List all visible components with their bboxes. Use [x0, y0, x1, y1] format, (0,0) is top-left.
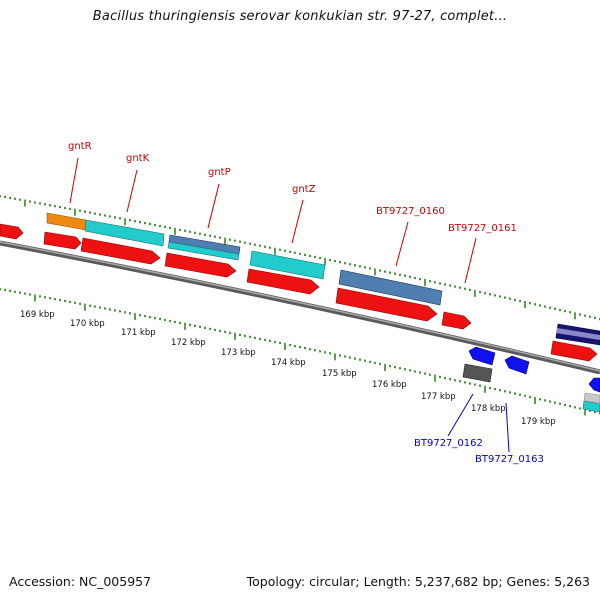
accession-label: Accession: NC_005957 [9, 574, 152, 589]
kbp-label: 176 kbp [372, 380, 407, 390]
kbp-label: 171 kbp [121, 328, 156, 338]
outer-tick-ring [0, 195, 600, 321]
gene-label-bt0163[interactable]: BT9727_0163 [475, 454, 544, 465]
gene-gntR-feature[interactable] [46, 212, 87, 231]
gene-bt0161-cds[interactable] [441, 311, 472, 330]
edge-feature-lavender[interactable] [556, 328, 600, 340]
gene-labels: gntR gntK gntP gntZ BT9727_0160 BT9727_0… [68, 141, 544, 465]
kbp-label: 177 kbp [421, 392, 456, 402]
gene-gntK-feature[interactable] [84, 219, 165, 247]
genome-summary: Topology: circular; Length: 5,237,682 bp… [246, 574, 590, 589]
edge-feature-gray[interactable] [583, 392, 600, 404]
label-leaders [69, 157, 510, 453]
gene-bt0162-cds[interactable] [468, 346, 496, 366]
gene-label-bt0160[interactable]: BT9727_0160 [376, 206, 445, 217]
gene-gntR-cds[interactable] [43, 231, 82, 250]
kbp-label: 179 kbp [521, 417, 556, 427]
feature-track [0, 212, 600, 413]
gene-label-bt0162[interactable]: BT9727_0162 [414, 438, 483, 449]
gene-label-bt0161[interactable]: BT9727_0161 [448, 223, 517, 234]
kbp-scale: 169 kbp 170 kbp 171 kbp 172 kbp 173 kbp … [20, 310, 556, 427]
kbp-label: 175 kbp [322, 369, 357, 379]
gene-label-gntR[interactable]: gntR [68, 141, 92, 152]
inner-tick-ring [0, 288, 600, 416]
kbp-label: 170 kbp [70, 319, 105, 329]
gene-label-gntK[interactable]: gntK [126, 153, 150, 164]
gene-gntZ-feature[interactable] [249, 250, 326, 280]
map-title: Bacillus thuringiensis serovar konkukian… [92, 9, 508, 24]
kbp-label: 169 kbp [20, 310, 55, 320]
gene-gntK-cds[interactable] [80, 237, 161, 265]
edge-feature-teal[interactable] [582, 400, 600, 413]
gene-gntZ-cds[interactable] [246, 268, 320, 295]
gene-gntP-cds[interactable] [164, 252, 237, 278]
gene-label-gntZ[interactable]: gntZ [292, 184, 316, 195]
genome-backbone [0, 240, 600, 375]
kbp-label: 178 kbp [471, 404, 506, 414]
cds-arrow[interactable] [0, 223, 24, 240]
gene-bt0160-cds[interactable] [335, 287, 438, 322]
gene-gntP-feature-2[interactable] [167, 241, 240, 261]
gene-bt0163-cds[interactable] [504, 355, 530, 375]
edge-cds-blue[interactable] [588, 377, 600, 393]
edge-cds-red[interactable] [550, 340, 598, 362]
gene-bt0162-feature[interactable] [462, 363, 493, 383]
kbp-label: 172 kbp [171, 338, 206, 348]
kbp-label: 174 kbp [271, 358, 306, 368]
kbp-label: 173 kbp [221, 348, 256, 358]
gene-bt0160-feature[interactable] [338, 269, 443, 306]
gene-label-gntP[interactable]: gntP [208, 167, 231, 178]
